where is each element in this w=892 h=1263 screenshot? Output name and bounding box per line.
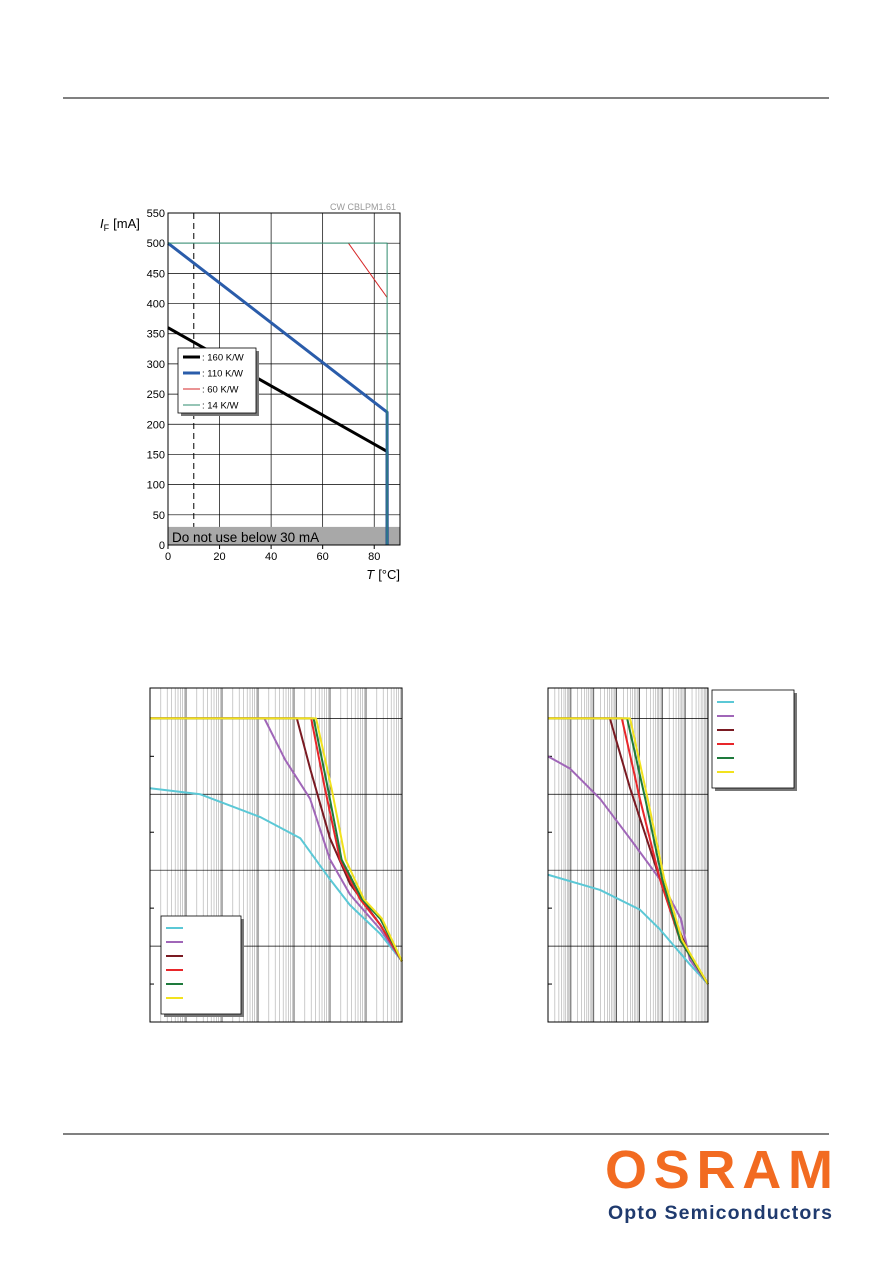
x-tick-label: 60 bbox=[317, 551, 329, 563]
y-tick-label: 0 bbox=[159, 540, 165, 552]
plot-frame bbox=[167, 212, 401, 546]
y-tick-label: 300 bbox=[147, 359, 165, 371]
x-label-unit: [°C] bbox=[378, 567, 400, 582]
y-tick-label: 200 bbox=[147, 419, 165, 431]
restricted-band bbox=[168, 526, 400, 545]
y-axis-label: IF [mA] bbox=[100, 216, 140, 233]
annotation: Do not use below 30 mA bbox=[172, 530, 319, 545]
series-line bbox=[150, 717, 403, 962]
y-tick-label: 400 bbox=[147, 299, 165, 311]
y-tick-label: 150 bbox=[147, 449, 165, 461]
legend-box bbox=[177, 347, 257, 414]
y-label-sub: F bbox=[104, 223, 110, 233]
x-tick-label: 0 bbox=[165, 551, 171, 563]
legend-label: : 110 K/W bbox=[202, 369, 243, 380]
legend-label: : 60 K/W bbox=[202, 385, 238, 396]
x-label-symbol: T bbox=[366, 567, 375, 582]
y-label-symbol: I bbox=[100, 216, 104, 231]
y-tick-label: 550 bbox=[147, 208, 165, 220]
x-tick-label: 40 bbox=[265, 551, 277, 563]
series-line bbox=[168, 242, 388, 545]
logo: OSRAM bbox=[605, 1140, 832, 1200]
series-line bbox=[547, 873, 709, 985]
legend-box bbox=[711, 689, 795, 789]
plot-frame bbox=[547, 687, 709, 1023]
series-line bbox=[150, 717, 403, 962]
legend-label: : 14 K/W bbox=[202, 401, 238, 412]
y-tick-label: 50 bbox=[153, 510, 165, 522]
legend-box bbox=[160, 915, 242, 1015]
series-line bbox=[348, 242, 388, 298]
y-tick-label: 100 bbox=[147, 480, 165, 492]
y-tick-label: 250 bbox=[147, 389, 165, 401]
plot-frame bbox=[149, 687, 403, 1023]
y-tick-label: 350 bbox=[147, 329, 165, 341]
legend-label: : 160 K/W bbox=[202, 353, 244, 364]
watermark: CW CBLPM1.61 bbox=[330, 202, 396, 212]
tagline: Opto Semiconductors bbox=[608, 1202, 832, 1224]
x-axis-label: T [°C] bbox=[366, 567, 400, 582]
x-tick-label: 20 bbox=[213, 551, 225, 563]
series-line bbox=[149, 787, 403, 962]
y-label-unit: [mA] bbox=[113, 216, 140, 231]
x-tick-label: 80 bbox=[368, 551, 380, 563]
series-line bbox=[548, 717, 709, 985]
y-tick-label: 450 bbox=[147, 268, 165, 280]
y-tick-label: 500 bbox=[147, 238, 165, 250]
